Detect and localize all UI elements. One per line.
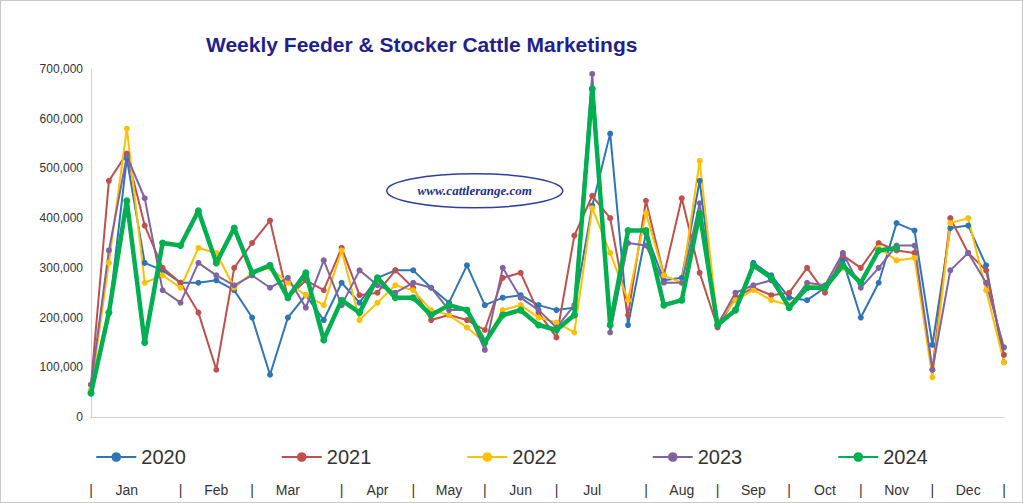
svg-text:Oct: Oct	[814, 482, 836, 498]
svg-text:|: |	[411, 482, 415, 498]
svg-text:|: |	[89, 482, 93, 498]
svg-text:www.cattlerange.com: www.cattlerange.com	[418, 183, 532, 198]
svg-text:600,000: 600,000	[40, 112, 84, 126]
svg-text:Weekly Feeder & Stocker Cattle: Weekly Feeder & Stocker Cattle Marketing…	[206, 33, 637, 56]
svg-text:Jun: Jun	[509, 482, 532, 498]
svg-text:|: |	[1002, 482, 1006, 498]
svg-text:Dec: Dec	[956, 482, 981, 498]
svg-text:May: May	[436, 482, 462, 498]
svg-text:Apr: Apr	[367, 482, 389, 498]
svg-text:Feb: Feb	[204, 482, 228, 498]
svg-text:|: |	[859, 482, 863, 498]
svg-text:2020: 2020	[141, 446, 186, 468]
svg-text:400,000: 400,000	[40, 211, 84, 225]
svg-text:|: |	[250, 482, 254, 498]
svg-text:Nov: Nov	[884, 482, 909, 498]
svg-text:|: |	[340, 482, 344, 498]
svg-text:Mar: Mar	[276, 482, 300, 498]
svg-text:|: |	[716, 482, 720, 498]
svg-text:|: |	[644, 482, 648, 498]
svg-text:|: |	[787, 482, 791, 498]
svg-text:Jul: Jul	[583, 482, 601, 498]
svg-text:|: |	[555, 482, 559, 498]
svg-text:|: |	[931, 482, 935, 498]
svg-text:|: |	[483, 482, 487, 498]
svg-text:2023: 2023	[698, 446, 743, 468]
svg-text:Aug: Aug	[669, 482, 694, 498]
svg-text:0: 0	[76, 410, 83, 424]
svg-text:2022: 2022	[512, 446, 557, 468]
svg-text:Sep: Sep	[741, 482, 766, 498]
svg-text:200,000: 200,000	[40, 311, 84, 325]
svg-text:|: |	[179, 482, 183, 498]
svg-text:Jan: Jan	[116, 482, 139, 498]
svg-text:100,000: 100,000	[40, 360, 84, 374]
svg-text:700,000: 700,000	[40, 62, 84, 76]
svg-text:300,000: 300,000	[40, 261, 84, 275]
svg-text:2021: 2021	[327, 446, 372, 468]
svg-text:500,000: 500,000	[40, 161, 84, 175]
svg-text:2024: 2024	[883, 446, 928, 468]
